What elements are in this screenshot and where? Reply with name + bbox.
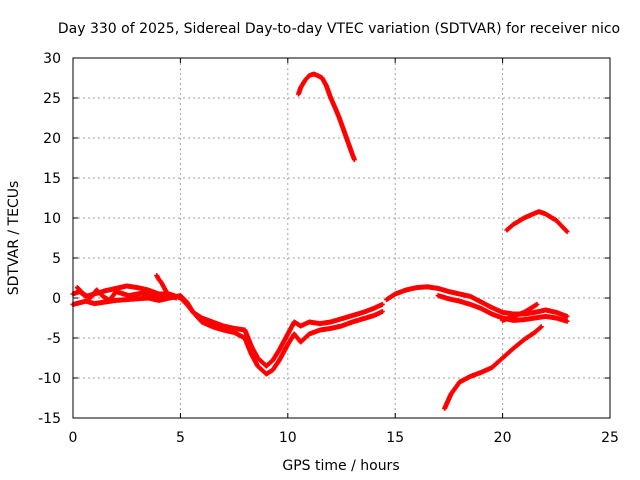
x-tick-label: 25 <box>601 430 619 446</box>
y-tick-label: -10 <box>38 371 61 387</box>
x-axis-label: GPS time / hours <box>282 458 399 474</box>
data-marks-path <box>296 71 357 163</box>
data-marks-path <box>442 324 544 411</box>
x-tick-label: 20 <box>494 430 512 446</box>
y-axis-label: SDTVAR / TECUs <box>6 181 22 296</box>
y-tick-label: 10 <box>43 211 61 227</box>
y-tick-label: 0 <box>52 291 61 307</box>
chart-title: Day 330 of 2025, Sidereal Day-to-day VTE… <box>58 21 620 37</box>
series-evening-upper <box>384 284 570 319</box>
series-band-c <box>74 285 179 303</box>
y-tick-label: 15 <box>43 171 61 187</box>
x-tick-label: 10 <box>279 430 297 446</box>
y-tick-label: 5 <box>52 251 61 267</box>
y-tick-label: -15 <box>38 411 61 427</box>
series-arc-right <box>504 209 570 235</box>
series-evening-spur <box>500 301 540 323</box>
x-tick-label: 15 <box>386 430 404 446</box>
series-arc-top <box>296 71 357 163</box>
plot-frame <box>72 57 611 419</box>
y-tick-label: -5 <box>47 331 61 347</box>
y-tick-label: 20 <box>43 131 61 147</box>
x-tick-label: 0 <box>69 430 78 446</box>
data-marks-path <box>504 209 570 235</box>
x-tick-label: 5 <box>176 430 185 446</box>
y-tick-label: 25 <box>43 91 61 107</box>
series-spike-4h <box>154 273 171 297</box>
data-marks-path <box>500 301 540 323</box>
data-marks-path <box>384 284 570 319</box>
y-tick-label: 30 <box>43 51 61 67</box>
data-marks-path <box>74 285 179 303</box>
data-marks-path <box>154 273 171 297</box>
axis-ticks: 0 5 10 15 20 25 -15 -10 -5 0 5 10 15 20 25 30 <box>38 51 619 446</box>
series-rise <box>442 324 544 411</box>
